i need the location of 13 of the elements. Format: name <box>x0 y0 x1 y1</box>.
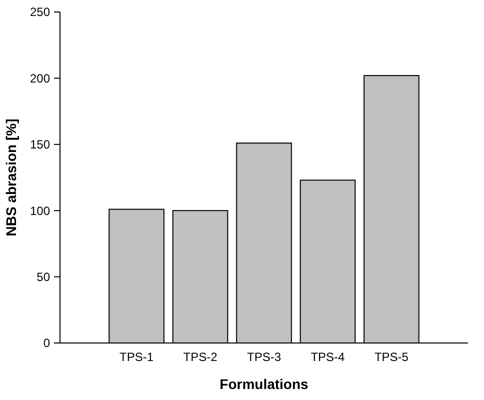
y-tick-label: 150 <box>30 138 50 152</box>
x-tick-label: TPS-5 <box>374 350 409 364</box>
y-tick-label: 100 <box>30 204 50 218</box>
x-tick-label: TPS-4 <box>310 350 346 364</box>
y-tick-label: 0 <box>43 336 50 350</box>
y-tick-label: 250 <box>30 5 50 20</box>
y-tick-label: 200 <box>30 71 50 86</box>
x-tick-label: TPS-2 <box>183 350 218 364</box>
x-axis-title: Formulations <box>220 376 309 392</box>
x-tick-label: TPS-1 <box>120 350 154 364</box>
y-axis-title: NBS abrasion [%] <box>3 118 19 236</box>
y-tick-label: 50 <box>36 270 50 284</box>
x-tick-label: TPS-3 <box>246 350 282 364</box>
